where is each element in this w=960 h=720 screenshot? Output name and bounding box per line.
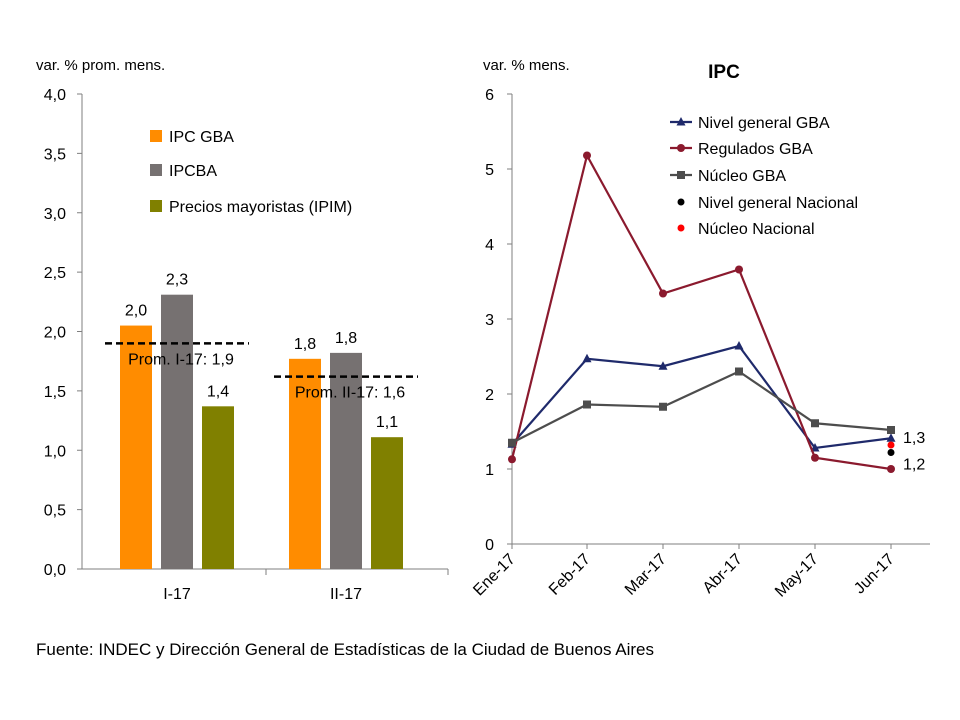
series-marker: [659, 402, 667, 411]
series-marker: [582, 353, 592, 363]
average-label: Prom. II-17: 1,6: [295, 385, 405, 402]
line-y-tick-label: 0: [485, 537, 494, 554]
bar-value-label: 2,0: [125, 303, 147, 320]
line-x-tick-label: May-17: [772, 551, 822, 601]
series-marker: [811, 419, 819, 428]
series-marker: [677, 171, 685, 179]
series-marker: [887, 426, 895, 434]
bar: [289, 358, 321, 569]
bar-value-label: 1,1: [376, 414, 398, 431]
legend-swatch: [150, 200, 162, 212]
series-marker: [734, 341, 744, 350]
line-chart-title: IPC: [708, 62, 740, 83]
bar-value-label: 1,8: [294, 336, 316, 353]
bar-y-axis-title: var. % prom. mens.: [36, 57, 165, 74]
legend-label: IPCBA: [169, 163, 217, 180]
series-marker: [886, 433, 896, 442]
series-marker: [677, 144, 685, 152]
legend-label: Nivel general Nacional: [698, 195, 858, 212]
series-line: [511, 370, 892, 444]
series-marker: [583, 400, 591, 409]
series-marker: [887, 441, 895, 449]
line-y-axis-title: var. % mens.: [483, 57, 570, 74]
bar-y-tick-label: 2,0: [44, 325, 66, 342]
series-marker: [659, 289, 667, 298]
bar-y-tick-label: 1,0: [44, 443, 66, 460]
bar: [371, 437, 403, 569]
legend-swatch: [150, 130, 162, 142]
series-marker: [811, 453, 819, 462]
legend-label: IPC GBA: [169, 129, 234, 146]
bar-y-tick-label: 0,0: [44, 562, 66, 579]
line-x-tick-label: Feb-17: [546, 551, 594, 599]
bar: [202, 406, 234, 569]
line-x-tick-label: Mar-17: [622, 551, 670, 599]
bar-category-label: II-17: [330, 586, 362, 603]
line-x-tick-label: Ene-17: [470, 551, 519, 600]
series-marker: [508, 455, 516, 464]
point-data-label: 1,3: [903, 430, 925, 447]
line-y-tick-label: 3: [485, 312, 494, 329]
series-marker: [658, 361, 668, 370]
series-marker: [887, 465, 895, 473]
bar-value-label: 1,4: [207, 383, 229, 400]
line-y-tick-label: 1: [485, 462, 494, 479]
series-marker: [735, 265, 743, 274]
series-marker: [677, 224, 685, 232]
legend-label: Núcleo GBA: [698, 168, 786, 185]
bar-value-label: 1,8: [335, 330, 357, 347]
bar-y-tick-label: 0,5: [44, 503, 66, 520]
line-y-tick-label: 6: [485, 87, 494, 104]
average-label: Prom. I-17: 1,9: [128, 351, 234, 368]
line-y-tick-label: 2: [485, 387, 494, 404]
series-line: [510, 152, 892, 471]
line-y-tick-label: 4: [485, 237, 494, 254]
line-x-tick-label: Abr-17: [700, 551, 746, 597]
line-y-tick-label: 5: [485, 162, 494, 179]
bar-y-tick-label: 3,0: [44, 206, 66, 223]
point-data-label: 1,2: [903, 457, 925, 474]
bar: [120, 325, 152, 569]
bar-y-tick-label: 4,0: [44, 87, 66, 104]
bar: [161, 294, 193, 569]
bar: [330, 352, 362, 569]
legend-label: Regulados GBA: [698, 141, 813, 158]
legend-swatch: [150, 164, 162, 176]
bar-y-tick-label: 1,5: [44, 384, 66, 401]
source-note: Fuente: INDEC y Dirección General de Est…: [36, 640, 654, 659]
legend-label: Nivel general GBA: [698, 115, 830, 132]
legend-label: Precios mayoristas (IPIM): [169, 199, 352, 216]
series-line: [511, 344, 892, 450]
bar-y-tick-label: 3,5: [44, 146, 66, 163]
series-marker: [508, 438, 516, 447]
series-marker: [735, 367, 743, 376]
series-marker: [676, 117, 686, 126]
series-marker: [887, 449, 895, 456]
series-marker: [583, 151, 591, 160]
bar-y-tick-label: 2,5: [44, 265, 66, 282]
bar-category-label: I-17: [163, 586, 191, 603]
line-x-tick-label: Jun-17: [851, 551, 898, 598]
series-marker: [677, 198, 685, 206]
bar-value-label: 2,3: [166, 272, 188, 289]
legend-label: Núcleo Nacional: [698, 221, 815, 238]
